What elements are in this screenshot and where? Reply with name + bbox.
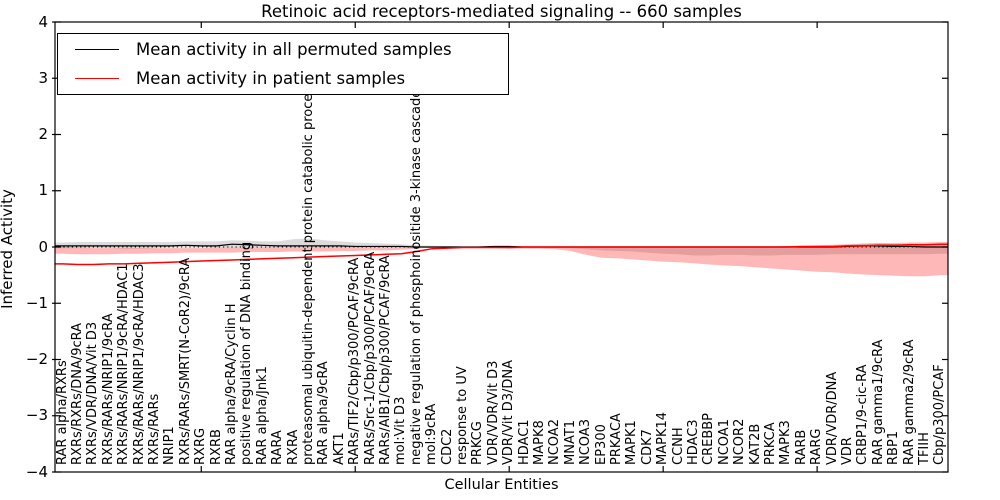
x-tick-label: MAPK3: [778, 420, 794, 465]
x-tick-label: RXRB: [208, 429, 224, 465]
chart-title: Retinoic acid receptors-mediated signali…: [261, 2, 742, 21]
x-tick-label: RXRA: [285, 429, 301, 465]
x-tick-label: HDAC3: [685, 419, 701, 465]
x-tick-label: RARs/Src-1/Cbp/p300/PCAF/9cRA: [362, 251, 378, 465]
x-tick-label: mol:Vit D3: [393, 396, 409, 465]
x-tick-label: RAR alpha/9cRA/Cyclin H: [224, 303, 240, 465]
x-tick-label: NCOA2: [547, 419, 563, 465]
x-tick-label: HDAC1: [516, 419, 532, 465]
x-tick-label: NCOR2: [732, 418, 748, 465]
x-tick-label: RARG: [809, 428, 825, 465]
x-tick-label: TFIIH: [916, 432, 932, 465]
x-tick-label: KAT2B: [747, 423, 763, 465]
x-tick-label: PRKACA: [608, 413, 624, 465]
y-tick-label: 0: [38, 237, 48, 256]
x-axis-title: Cellular Entities: [444, 477, 559, 493]
y-tick-label: 4: [38, 12, 48, 31]
y-axis-title: Inferred Activity: [0, 189, 16, 309]
x-tick-label: RXRs/VDR/DNA/Vit D3: [85, 321, 101, 465]
x-tick-label: MNAT1: [562, 419, 578, 465]
x-tick-label: VDR/VDR/Vit D3: [485, 360, 501, 465]
x-tick-label: RXRs/RARs: [147, 393, 163, 465]
x-tick-label: RXRs/RARs/NRIP1/9cRA/HDAC3: [131, 263, 147, 465]
x-tick-label: VDR/Vit D3/DNA: [501, 359, 517, 465]
red-line-sample-icon: [75, 78, 119, 79]
y-tick-label: −4: [25, 462, 48, 481]
legend-item-patient: Mean activity in patient samples: [58, 66, 508, 91]
x-tick-label: CREBBP: [701, 413, 717, 465]
legend-label: Mean activity in all permuted samples: [136, 40, 452, 59]
x-tick-label: MAPK1: [624, 420, 640, 465]
x-tick-label: CCNH: [670, 427, 686, 465]
x-tick-label: RAR gamma2/9cRA: [901, 339, 917, 465]
x-tick-label: PRKCG: [470, 421, 486, 465]
x-tick-label: CDK7: [639, 429, 655, 465]
legend-item-permuted: Mean activity in all permuted samples: [58, 37, 508, 62]
x-tick-label: RAR alpha/Jnk1: [254, 366, 270, 465]
x-tick-label: NRIP1: [162, 426, 178, 465]
x-tick-label: MAPK8: [531, 420, 547, 465]
x-tick-label: CRBP1/9-cic-RA: [855, 364, 871, 465]
x-tick-label: MAPK14: [655, 411, 671, 465]
x-tick-label: EP300: [593, 424, 609, 465]
x-tick-label: NCOA1: [716, 419, 732, 465]
x-tick-label: Cbp/p300/PCAF: [932, 364, 948, 465]
x-tick-label: negative regulation of phosphoinositide …: [408, 89, 424, 465]
legend-label: Mean activity in patient samples: [136, 69, 406, 88]
x-tick-label: RXRG: [193, 427, 209, 465]
x-tick-label: RARs/AIB1/Cbp/p300/PCAF/9cRA: [378, 255, 394, 465]
x-tick-label: RXRs/RARs/NRIP1/9cRA/HDAC1: [116, 263, 132, 465]
x-tick-label: RARs/TIF2/Cbp/p300/PCAF/9cRA: [347, 257, 363, 465]
x-tick-label: RXRs/RARs/NRIP1/9cRA: [100, 313, 116, 465]
x-tick-label: RXRs/RXRs/DNA/9cRA: [70, 322, 86, 465]
y-tick-label: 2: [38, 125, 48, 143]
x-tick-label: RXRs/RARs/SMRT(N-CoR2)/9cRA: [177, 257, 193, 465]
x-tick-label: response to UV: [455, 366, 470, 465]
y-tick-label: 3: [38, 68, 48, 87]
x-tick-label: PRKCA: [762, 422, 778, 465]
x-tick-label: VDR: [839, 437, 855, 465]
x-tick-label: RAR alpha/RXRs: [54, 360, 70, 465]
x-tick-label: RAR gamma1/9cRA: [870, 339, 886, 465]
y-tick-label: −1: [25, 293, 48, 312]
x-tick-label: CDC2: [439, 428, 455, 465]
x-tick-label: RARA: [270, 430, 286, 465]
y-tick-label: −3: [25, 406, 48, 425]
x-tick-label: AKT1: [331, 432, 347, 465]
x-tick-label: positive regulation of DNA binding: [239, 241, 255, 465]
legend: Mean activity in all permuted samples Me…: [57, 33, 509, 95]
x-tick-label: RAR alpha/9cRA: [316, 361, 332, 465]
black-line-sample-icon: [75, 49, 119, 50]
x-tick-label: NCOA3: [578, 419, 594, 465]
x-tick-label: RBP1: [886, 430, 902, 465]
x-tick-label: VDR/VDR/DNA: [824, 371, 840, 465]
y-tick-label: 1: [38, 181, 48, 200]
x-tick-label: proteasomal ubiquitin-dependent protein …: [301, 80, 317, 465]
x-tick-label: RARB: [793, 429, 809, 465]
x-tick-label: mol:9cRA: [424, 403, 440, 465]
y-tick-label: −2: [25, 350, 48, 368]
